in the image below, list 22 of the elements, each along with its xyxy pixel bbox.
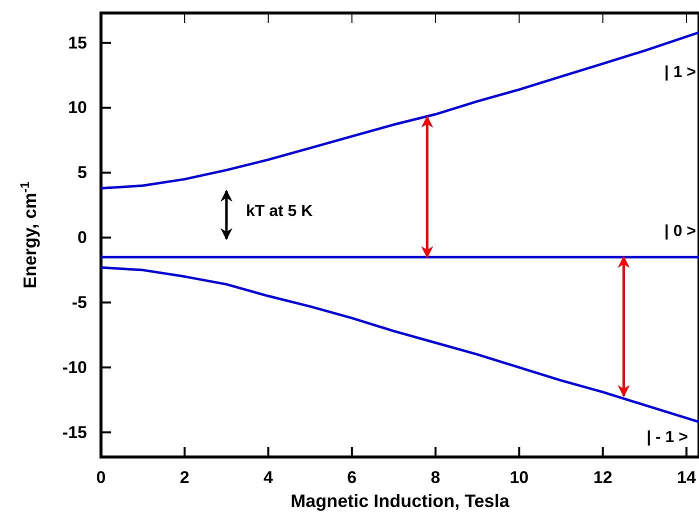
y-tick-label: 0: [78, 228, 87, 248]
annotation: | - 1 >: [646, 429, 688, 446]
annotation: kT at 5 K: [246, 203, 314, 220]
x-tick-label: 14: [676, 468, 696, 488]
x-tick-label: 8: [430, 468, 440, 488]
y-tick-label: -15: [62, 422, 87, 442]
x-axis-title: Magnetic Induction, Tesla: [290, 491, 510, 511]
y-tick-label: 5: [78, 163, 87, 182]
x-tick-label: 2: [180, 468, 190, 488]
y-tick-label: -5: [72, 292, 87, 312]
x-tick-label: 10: [510, 468, 529, 488]
x-tick-label: 6: [347, 468, 357, 488]
y-tick-label: -10: [62, 358, 87, 377]
annotation: | 1 >: [664, 64, 696, 82]
y-tick-label: 15: [68, 33, 87, 52]
annotation: | 0 >: [664, 223, 696, 240]
line-series: [100, 266, 699, 424]
line-series: [100, 31, 699, 190]
x-tick-label: 4: [264, 468, 274, 488]
x-tick-label: 0: [96, 468, 106, 488]
x-tick-label: 12: [593, 468, 612, 488]
y-tick-label: 10: [68, 98, 87, 118]
